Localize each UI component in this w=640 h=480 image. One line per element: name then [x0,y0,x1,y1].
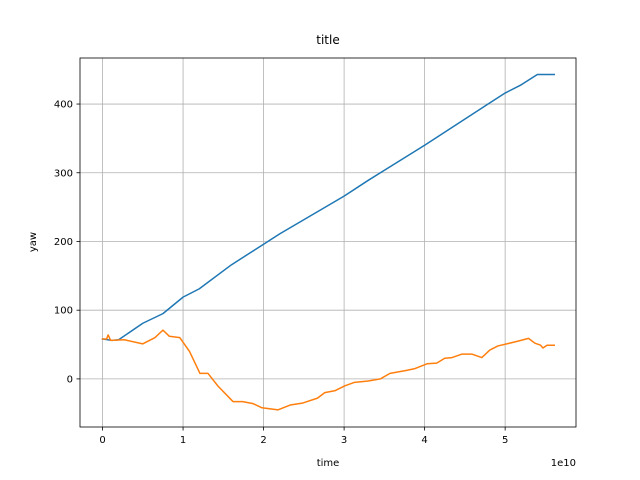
y-tick-label: 200 [54,237,73,248]
x-offset-label: 1e10 [551,458,576,469]
x-tick-label: 3 [341,435,347,446]
chart-title: title [316,33,339,47]
y-axis-label: yaw [28,232,39,252]
x-tick-label: 1 [180,435,186,446]
y-tick-label: 300 [54,168,73,179]
x-tick-label: 4 [421,435,427,446]
data-line [101,329,556,411]
y-tick-label: 0 [67,374,73,385]
x-axis-label: time [317,458,340,469]
data-line [101,73,556,342]
y-tick-label: 400 [54,100,73,111]
y-tick-label: 100 [54,306,73,317]
x-tick-label: 5 [502,435,508,446]
x-tick-label: 0 [99,435,105,446]
axes-frame [79,57,577,428]
x-tick-label: 2 [260,435,266,446]
